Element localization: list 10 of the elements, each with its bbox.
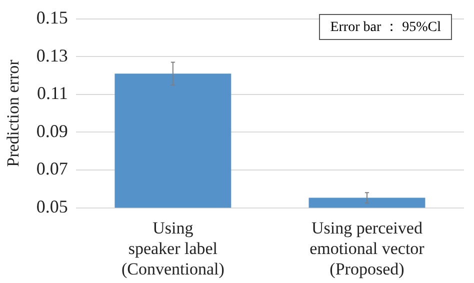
y-tick-label: 0.09: [36, 120, 68, 141]
y-tick-label: 0.15: [36, 8, 68, 28]
y-tick-label: 0.13: [36, 45, 68, 66]
x-tick-label: Using speaker label (Conventional): [121, 218, 224, 278]
y-tick-label: 0.05: [36, 196, 68, 217]
annotation: Error bar ： 95%Cl: [319, 14, 452, 40]
y-tick-label: 0.11: [37, 83, 68, 104]
y-axis-title: Prediction error: [4, 59, 23, 167]
x-tick-label: Using perceived emotional vector (Proposed): [310, 218, 425, 278]
y-tick-label: 0.07: [36, 158, 68, 179]
